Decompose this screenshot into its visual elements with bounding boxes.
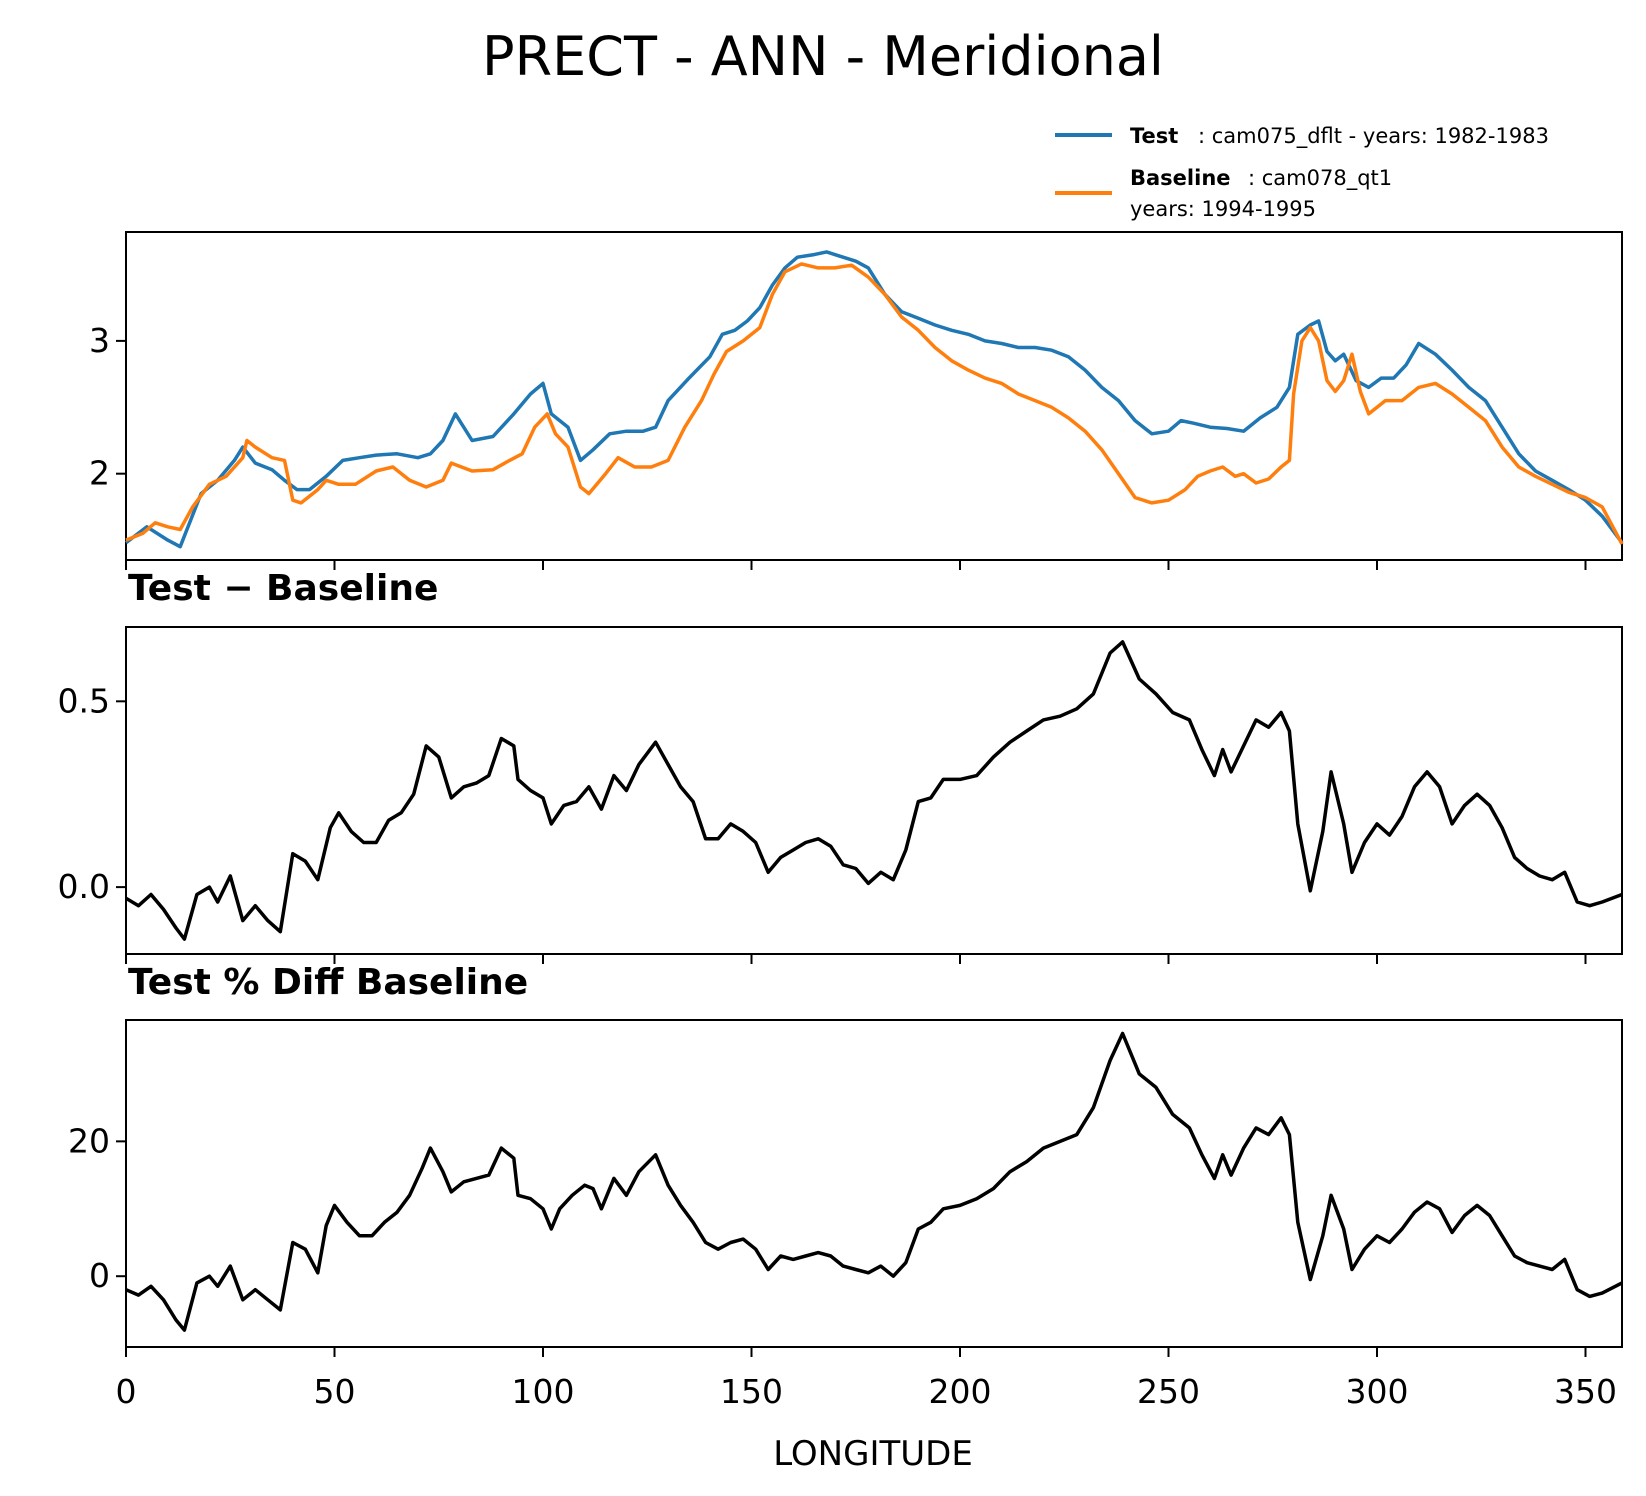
y-tick-label: 3 [89,321,110,360]
legend-test-desc: : cam075_dflt - years: 1982-1983 [1198,124,1549,149]
x-tick-label: 100 [512,1372,575,1411]
legend-baseline-desc: : cam078_qt1 [1248,166,1392,191]
plot-frame [125,231,1623,561]
figure-title: PRECT - ANN - Meridional [482,25,1164,88]
legend-test-name: Test [1130,124,1178,148]
x-tick-label: 200 [929,1372,992,1411]
plot-frame [125,626,1623,955]
series-line [125,640,1623,941]
x-tick-label: 50 [314,1372,356,1411]
y-tick-label: 0.5 [58,681,110,720]
panel-means: 23 [89,231,1624,570]
series-line-baseline [125,262,1624,545]
panel2-title: Test − Baseline [128,568,438,609]
panel3-title: Test % Diff Baseline [128,962,528,1003]
x-tick-label: 250 [1137,1372,1200,1411]
panel-difference: 0.0 0.5 [58,626,1623,964]
y-tick-label: 0 [89,1256,110,1295]
plot-frame [125,1019,1623,1348]
y-tick-label: 0.0 [58,867,110,906]
legend-baseline-name: Baseline [1130,166,1231,190]
legend: Test : cam075_dflt - years: 1982-1983 Ba… [1055,124,1549,221]
x-tick-label: 350 [1554,1372,1617,1411]
y-tick-label: 20 [68,1121,110,1160]
x-tick-label: 0 [116,1372,137,1411]
series-line [125,1031,1623,1332]
x-tick-label: 300 [1346,1372,1409,1411]
legend-baseline-years: years: 1994-1995 [1130,197,1316,221]
x-tick-label: 150 [720,1372,783,1411]
x-tick-labels: 0 50 100 150 200 250 300 350 [116,1372,1618,1411]
x-axis-label: LONGITUDE [773,1434,973,1474]
series-line-test [124,250,1624,549]
y-tick-label: 2 [89,454,110,493]
panel-percent-diff: 0 20 [68,1019,1623,1357]
